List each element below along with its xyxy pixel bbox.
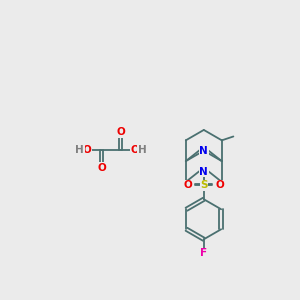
Text: N: N	[200, 167, 208, 176]
Text: O: O	[216, 180, 224, 190]
Text: O: O	[131, 145, 140, 155]
Text: O: O	[97, 163, 106, 173]
Text: O: O	[183, 180, 192, 190]
Text: H: H	[138, 145, 147, 155]
Text: F: F	[200, 248, 207, 258]
Text: H: H	[76, 145, 84, 155]
Text: O: O	[82, 145, 91, 155]
Text: O: O	[116, 127, 125, 137]
Text: N: N	[200, 146, 208, 156]
Text: S: S	[200, 180, 208, 190]
